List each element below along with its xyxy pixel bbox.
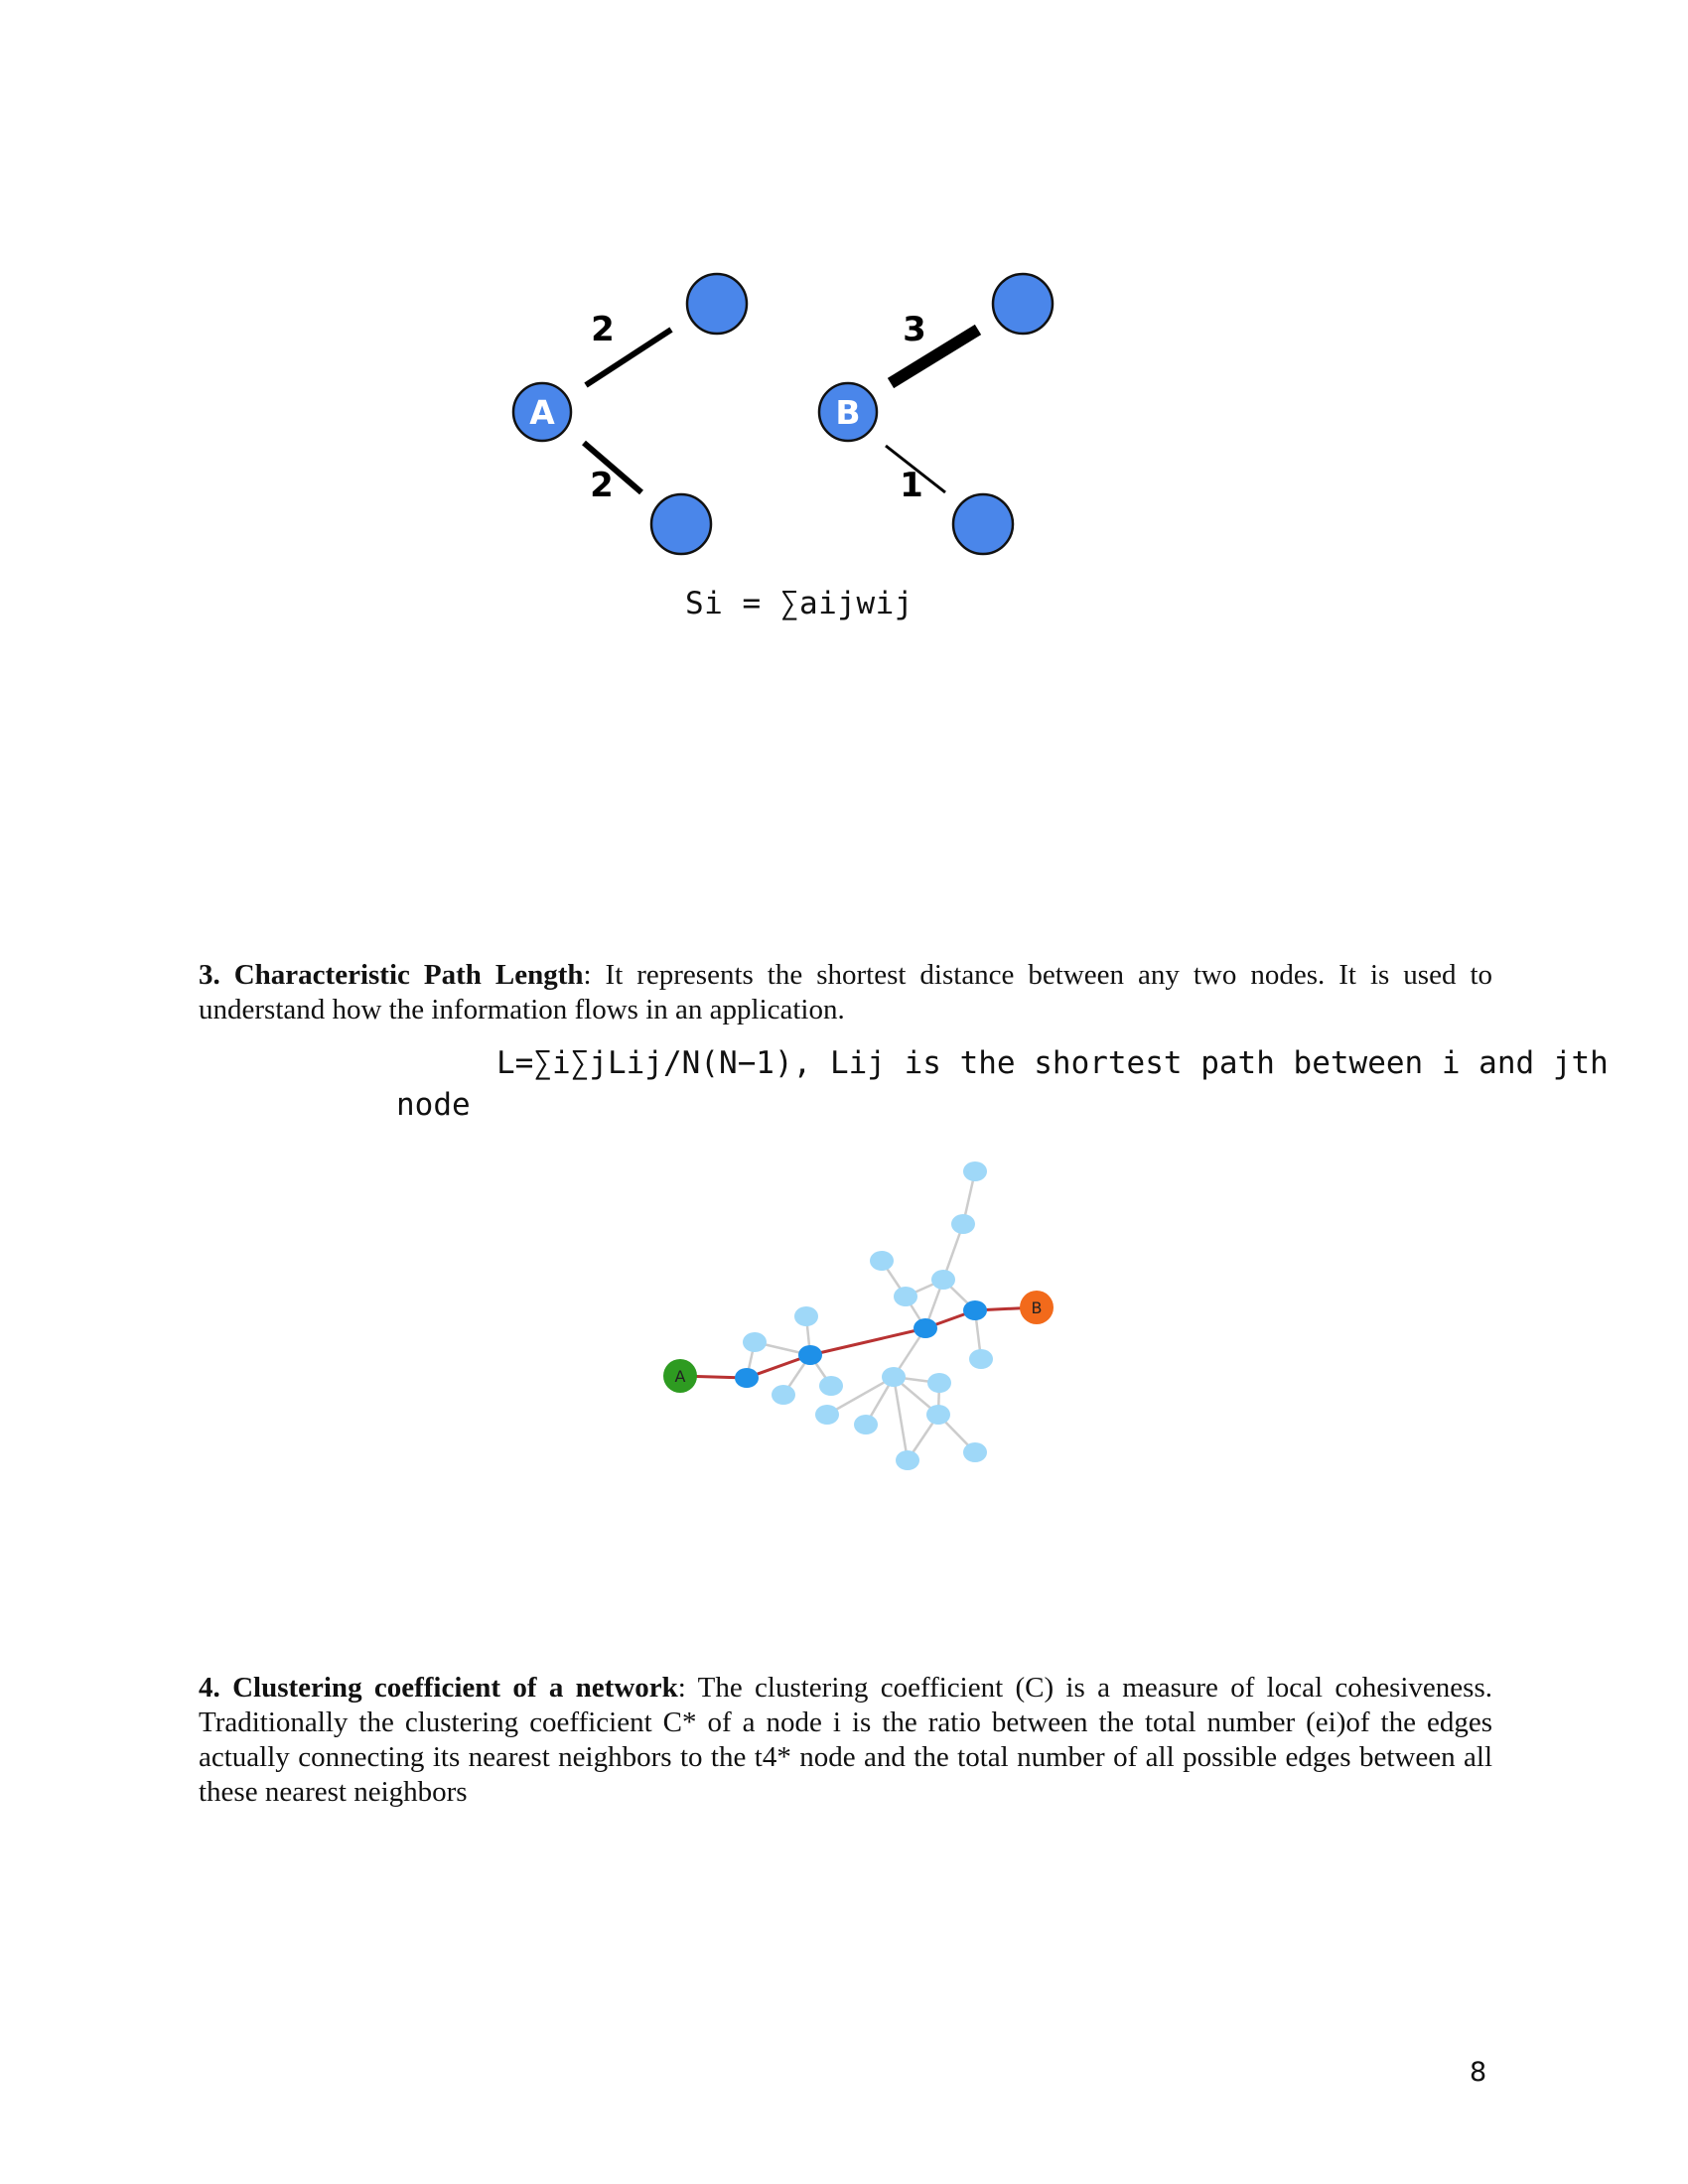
network-nodes: A B (663, 1161, 1054, 1470)
network-node (894, 1287, 917, 1306)
shortest-path-network: A B (663, 1161, 1054, 1470)
network-node (951, 1214, 975, 1234)
node-b (817, 381, 879, 443)
edge (892, 1376, 910, 1461)
path-edge (809, 1326, 926, 1357)
weight-label-b-upper: 3 (903, 310, 926, 349)
weight-label-a-lower: 2 (590, 466, 614, 505)
network-node (963, 1161, 987, 1181)
node-b-upper-neighbor (991, 272, 1055, 336)
network-node (969, 1349, 993, 1369)
start-node (663, 1359, 697, 1393)
path-node (735, 1368, 759, 1388)
node-a-upper-neighbor (685, 272, 749, 336)
section-3-heading: 3. Characteristic Path Length (199, 959, 584, 991)
network-node (927, 1373, 951, 1393)
strength-formula: Si = ∑aijwij (685, 586, 914, 621)
network-node (743, 1332, 767, 1352)
network-node (926, 1405, 950, 1425)
path-node (963, 1300, 987, 1320)
network-node (772, 1385, 795, 1405)
network-node (854, 1415, 878, 1434)
node-a-lower-neighbor (649, 492, 713, 556)
edge-b-upper (887, 324, 982, 389)
network-node (794, 1306, 818, 1326)
section-4-heading: 4. Clustering coefficient of a network (199, 1672, 678, 1704)
network-node (819, 1376, 843, 1396)
weight-label-b-lower: 1 (900, 466, 923, 505)
edge (826, 1375, 895, 1417)
network-node (896, 1450, 919, 1470)
network-node (870, 1251, 894, 1271)
page-number: 8 (1470, 2057, 1487, 2088)
network-node (931, 1270, 955, 1290)
start-node-label: A (675, 1367, 686, 1386)
end-node-label: B (1032, 1298, 1043, 1317)
node-b-lower-neighbor (951, 492, 1015, 556)
network-node (815, 1405, 839, 1425)
section-4-paragraph: 4. Clustering coefficient of a network: … (199, 1671, 1492, 1810)
node-strength-diagram: 2 2 3 1 A B (511, 272, 1055, 556)
section-4-text: : The clustering coefficient (C) is a me… (199, 1672, 1492, 1808)
path-length-formula-continuation: node (396, 1087, 471, 1123)
end-node (1020, 1291, 1054, 1324)
node-a (511, 381, 573, 443)
section-3-text: : It represents the shortest distance be… (199, 959, 1492, 1025)
node-a-label: A (529, 393, 555, 432)
edge-a-upper (584, 327, 673, 388)
path-node (798, 1345, 822, 1365)
path-length-formula: L=∑i∑jLij/N(N−1), Lij is the shortest pa… (496, 1045, 1609, 1081)
section-3-paragraph: 3. Characteristic Path Length: It repres… (199, 958, 1492, 1027)
node-b-label: B (835, 393, 860, 432)
edge-b-lower (885, 444, 946, 494)
network-node (882, 1367, 906, 1387)
weight-label-a-upper: 2 (591, 310, 615, 349)
path-node (914, 1318, 937, 1338)
edge-a-lower (582, 440, 643, 495)
network-node (963, 1442, 987, 1462)
